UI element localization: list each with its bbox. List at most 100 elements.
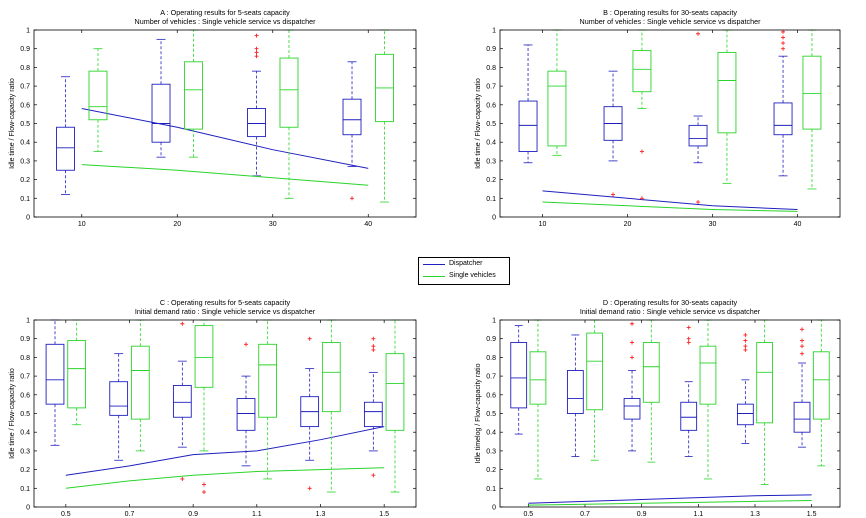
panel-c-box-dispatcher-3 (236, 342, 256, 467)
box-outlier-2 (781, 35, 786, 40)
box-outlier-0 (371, 347, 376, 352)
panel-b-frame (499, 29, 841, 218)
panel-c-ytick-label-8: 0.8 (20, 355, 30, 362)
box-body (632, 50, 652, 93)
panel-c-xtick-label-5: 1.5 (379, 511, 389, 518)
box-outlier-1 (696, 31, 701, 36)
panel-d-ylabel: Idle timelog / Flow-capacity ratio (475, 363, 482, 463)
legend: Dispatcher Single vehicles (418, 257, 510, 285)
panel-d-box-single-5 (812, 319, 830, 467)
panel-c-xtick-label-1: 0.7 (125, 511, 135, 518)
box-outlier-2 (800, 338, 805, 343)
panel-b-box-dispatcher-0 (518, 44, 538, 164)
panel-d-frame (499, 319, 841, 508)
panel-c-box-dispatcher-0 (45, 319, 65, 446)
panel-a-xtick-label-0: 10 (78, 221, 86, 228)
panel-a-title: A : Operating results for 5-seats capaci… (160, 8, 290, 17)
panel-b-box-single-3 (802, 29, 822, 190)
panel-d-xtick-label-5: 1.5 (807, 511, 817, 518)
panel-c-xtick-label-4: 1.3 (316, 511, 326, 518)
panel-d-ytick-label-6: 0.6 (486, 392, 496, 399)
box-body (109, 381, 129, 416)
box-body (812, 351, 830, 420)
legend-label-single: Single vehicles (449, 272, 496, 279)
box-outlier-1 (307, 486, 312, 491)
panel-c-frame (33, 319, 417, 508)
box-outlier-3 (254, 33, 259, 38)
panel-d-title: D : Operating results for 30-seats capac… (603, 298, 738, 307)
panel-a-box-dispatcher-3 (342, 61, 362, 201)
panel-a-ytick-label-0: 0 (26, 215, 30, 222)
panel-d-xtick-label-1: 0.7 (580, 511, 590, 518)
panel-d-ytick-label-10: 1 (492, 318, 496, 325)
box-outlier-0 (800, 351, 805, 356)
panel-b-ytick-label-4: 0.4 (486, 140, 496, 147)
panel-b: B : Operating results for 30-seats capac… (475, 8, 841, 228)
panel-a-box-dispatcher-1 (151, 38, 171, 158)
box-outlier-3 (781, 29, 786, 34)
box-body (547, 70, 567, 147)
panel-a-box-dispatcher-2 (247, 33, 266, 177)
panel-a-box-single-2 (279, 29, 299, 199)
box-body (363, 401, 383, 428)
panel-c-ylabel: Idle time / Flow-capacity ratio (9, 368, 16, 459)
box-outlier-2 (254, 46, 259, 51)
box-outlier-1 (254, 50, 259, 55)
panel-d-xtick-label-3: 1.1 (693, 511, 703, 518)
panel-a-xtick-label-1: 20 (173, 221, 181, 228)
panel-d-box-dispatcher-4 (736, 332, 754, 444)
panel-c-box-single-0 (67, 319, 87, 426)
box-outlier-1 (201, 482, 206, 487)
panel-b-box-dispatcher-3 (773, 29, 793, 177)
box-body (802, 55, 822, 130)
panel-a-ytick-label-2: 0.2 (20, 177, 30, 184)
panel-c-box-dispatcher-5 (363, 336, 383, 478)
panel-d-box-single-3 (699, 319, 717, 480)
box-body (342, 98, 362, 136)
panel-d-ytick-label-3: 0.3 (486, 448, 496, 455)
panel-c-box-dispatcher-1 (109, 353, 129, 461)
panel-d-box-dispatcher-2 (623, 321, 641, 452)
box-body (756, 341, 774, 424)
box-outlier-0 (686, 340, 691, 345)
panel-d-ytick-label-8: 0.8 (486, 355, 496, 362)
box-outlier-0 (743, 347, 748, 352)
box-body (45, 343, 65, 405)
panel-a-ylabel: Idle time / Flow-capacity ratio (9, 78, 16, 169)
panel-c-box-single-4 (321, 319, 341, 493)
box-outlier-0 (201, 490, 206, 495)
box-outlier-1 (371, 344, 376, 349)
panel-b-ytick-label-8: 0.8 (486, 65, 496, 72)
panel-c: C : Operating results for 5-seats capaci… (9, 298, 417, 518)
panel-d-box-single-4 (756, 319, 774, 485)
panel-b-box-dispatcher-2 (688, 31, 708, 205)
box-body (151, 83, 171, 143)
panel-a-ytick-label-10: 1 (26, 28, 30, 35)
box-outlier-2 (686, 325, 691, 330)
legend-entry-single: Single vehicles (419, 271, 509, 283)
box-outlier-2 (743, 338, 748, 343)
box-body (518, 100, 538, 152)
panel-c-xtick-label-0: 0.5 (61, 511, 71, 518)
panel-d-box-dispatcher-1 (566, 334, 584, 457)
box-outlier-0 (254, 54, 259, 59)
panel-d-trend-single (528, 499, 812, 506)
box-outlier-0 (244, 342, 249, 347)
box-body (699, 345, 717, 405)
panel-b-ytick-label-7: 0.7 (486, 84, 496, 91)
panel-c-trend-single (65, 467, 385, 489)
panel-a-ytick-label-7: 0.7 (20, 84, 30, 91)
panel-d-trend-dispatcher (528, 494, 812, 504)
panel-b-xtick-label-2: 30 (709, 221, 717, 228)
panel-d-ytick-label-7: 0.7 (486, 374, 496, 381)
box-outlier-1 (180, 476, 185, 481)
panel-c-box-single-3 (258, 319, 278, 480)
panel-d-box-single-1 (586, 319, 604, 461)
box-body (529, 351, 547, 405)
panel-c-xtick-label-2: 0.9 (188, 511, 198, 518)
panel-d-box-single-2 (642, 319, 660, 463)
box-outlier-1 (800, 344, 805, 349)
panel-b-box-dispatcher-1 (603, 70, 623, 197)
panel-c-ytick-label-5: 0.5 (20, 411, 30, 418)
panel-a-trend-dispatcher (81, 108, 369, 169)
